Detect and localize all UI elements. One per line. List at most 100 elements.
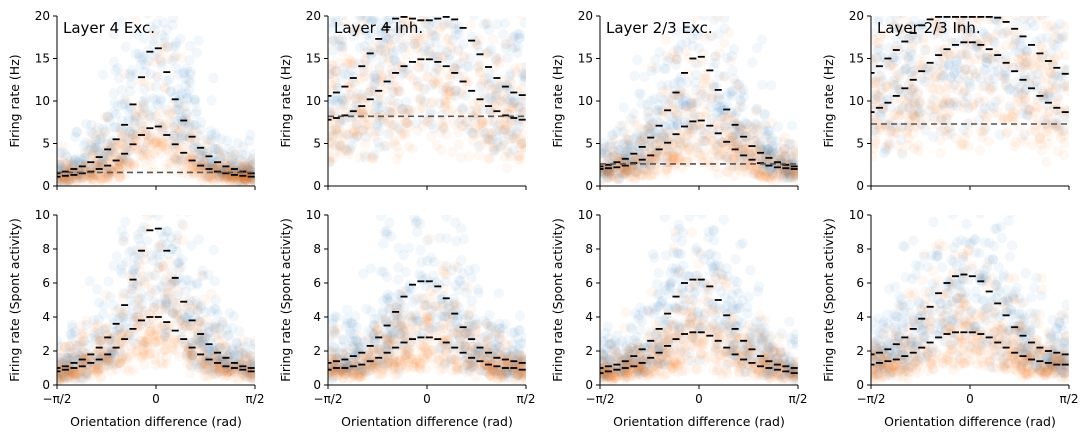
spont-point	[938, 125, 949, 136]
stim-point	[905, 46, 917, 58]
spont-point	[980, 122, 991, 133]
spont-point	[1059, 130, 1069, 141]
spont-point	[1020, 16, 1032, 22]
stim-point	[176, 308, 187, 320]
spont-point	[916, 119, 927, 131]
spont-point	[650, 149, 661, 161]
stim-point	[943, 60, 954, 71]
stim-point	[64, 174, 75, 185]
stim-point	[226, 155, 238, 166]
stim-point	[979, 103, 991, 114]
stim-point	[185, 66, 196, 77]
spont-point	[934, 84, 945, 95]
stim-point	[650, 105, 661, 116]
stim-point	[918, 0, 928, 10]
stim-point	[1025, 3, 1035, 13]
spont-point	[337, 36, 348, 48]
stim-point	[1048, 39, 1060, 50]
spont-point	[642, 131, 654, 142]
spont-point	[177, 102, 188, 113]
spont-point	[701, 72, 712, 84]
spont-point	[328, 60, 337, 71]
stim-point	[228, 351, 239, 362]
stim-point	[655, 157, 667, 168]
spont-point	[1018, 87, 1029, 99]
spont-point	[494, 57, 505, 69]
spont-point	[1008, 107, 1019, 119]
spont-point	[130, 109, 141, 120]
stim-point	[98, 124, 109, 135]
stim-point	[751, 104, 762, 115]
stim-point	[183, 74, 194, 86]
spont-point	[501, 145, 512, 156]
stim-point	[336, 42, 348, 53]
stim-point	[898, 49, 909, 60]
spont-point	[228, 171, 239, 182]
stim-point	[108, 349, 120, 360]
stim-point	[677, 98, 689, 110]
stim-point	[228, 311, 239, 322]
stim-point	[473, 60, 484, 72]
spont-point	[330, 78, 341, 90]
stim-point	[359, 25, 371, 36]
stim-point	[112, 162, 124, 173]
spont-point	[150, 137, 162, 148]
stim-point	[76, 353, 87, 364]
spont-point	[347, 59, 358, 70]
stim-point	[95, 335, 106, 347]
spont-point	[227, 171, 239, 182]
stim-point	[621, 165, 632, 177]
stim-point	[57, 373, 64, 384]
spont-point	[776, 146, 788, 158]
stim-point	[120, 147, 131, 158]
spont-point	[437, 120, 449, 132]
spont-point	[357, 94, 368, 105]
panel-title: Layer 4 Exc.	[63, 19, 155, 37]
stim-point	[380, 31, 392, 42]
stim-point	[664, 53, 675, 64]
spont-point	[1034, 114, 1045, 126]
stim-point	[172, 115, 183, 126]
y-axis-label: Firing rate (Hz)	[550, 54, 565, 147]
spont-point	[389, 86, 400, 98]
spont-point	[178, 167, 189, 179]
spont-point	[210, 172, 221, 183]
spont-point	[424, 113, 435, 124]
stim-point	[170, 37, 182, 48]
spont-point	[975, 125, 986, 137]
stim-point	[156, 239, 168, 250]
stim-point	[161, 24, 172, 35]
stim-point	[374, 61, 385, 73]
stim-point	[130, 268, 141, 279]
stim-point	[59, 371, 71, 382]
spont-point	[413, 80, 425, 92]
spont-point	[359, 149, 371, 160]
spont-point	[907, 42, 918, 53]
spont-point	[650, 164, 661, 176]
stim-point	[126, 295, 137, 306]
stim-point	[108, 107, 119, 118]
spont-point	[767, 168, 779, 180]
stim-point	[735, 96, 747, 107]
spont-point	[700, 129, 712, 141]
spont-point	[751, 169, 763, 180]
stim-point	[1056, 33, 1067, 44]
stim-point	[914, 97, 925, 109]
spont-point	[1040, 126, 1052, 137]
stim-point	[962, 118, 974, 129]
spont-point	[1061, 105, 1069, 116]
spont-point	[904, 102, 915, 114]
stim-point	[393, 85, 405, 97]
stim-point	[93, 355, 104, 367]
stim-point	[214, 342, 225, 353]
stim-point	[761, 130, 772, 141]
spont-point	[1043, 81, 1054, 93]
spont-point	[619, 168, 630, 180]
spont-point	[643, 154, 654, 166]
spont-point	[690, 142, 701, 153]
stim-point	[147, 255, 158, 266]
spont-point	[937, 97, 948, 108]
spont-point	[746, 145, 758, 156]
stim-point	[119, 94, 130, 106]
stim-point	[219, 150, 231, 162]
